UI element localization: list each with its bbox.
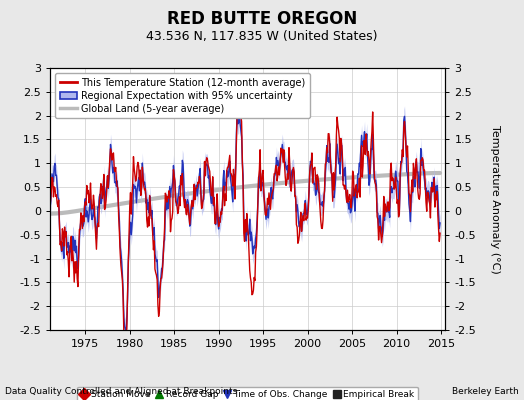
Text: Berkeley Earth: Berkeley Earth <box>452 387 519 396</box>
Y-axis label: Temperature Anomaly (°C): Temperature Anomaly (°C) <box>490 125 500 273</box>
Text: 43.536 N, 117.835 W (United States): 43.536 N, 117.835 W (United States) <box>146 30 378 43</box>
Legend: Station Move, Record Gap, Time of Obs. Change, Empirical Break: Station Move, Record Gap, Time of Obs. C… <box>77 386 418 400</box>
Text: RED BUTTE OREGON: RED BUTTE OREGON <box>167 10 357 28</box>
Text: Data Quality Controlled and Aligned at Breakpoints: Data Quality Controlled and Aligned at B… <box>5 387 237 396</box>
